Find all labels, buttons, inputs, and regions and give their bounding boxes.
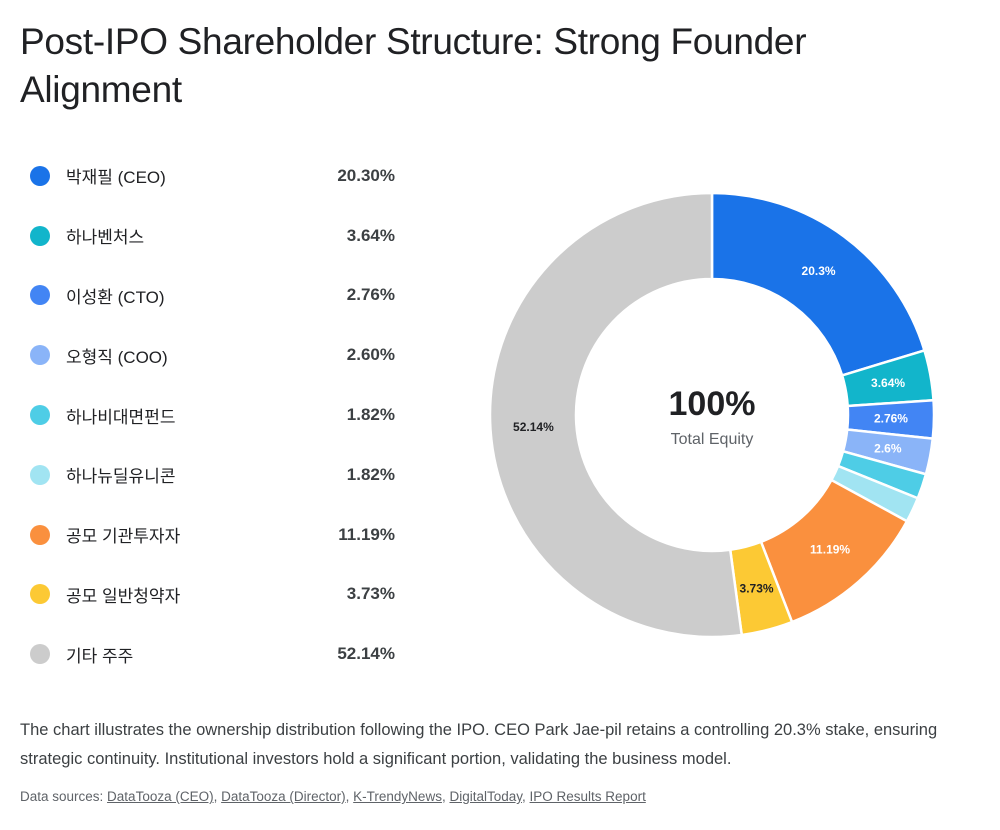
legend-swatch [30, 165, 50, 186]
legend-label: 기타 주주 [66, 646, 134, 666]
chart-title: Post-IPO Shareholder Structure: Strong F… [20, 21, 807, 110]
legend-label: 이성환 (CTO) [66, 287, 165, 307]
legend-item: 박재필 (CEO) 20.30% [30, 146, 395, 206]
center-label: Total Equity [671, 431, 754, 448]
legend-label: 박재필 (CEO) [66, 168, 166, 188]
legend-item: 이성환 (CTO) 2.76% [30, 266, 395, 326]
legend-item: 공모 일반청약자 3.73% [30, 565, 395, 625]
legend-swatch [30, 644, 50, 665]
slice-label: 2.76% [874, 412, 908, 426]
center-value: 100% [669, 385, 756, 423]
legend-item: 공모 기관투자자 11.19% [30, 505, 395, 565]
legend-value: 20.30% [337, 165, 395, 185]
donut-chart-svg: 20.3% 3.64% 2.76% 2.6% 11.19% 3.73% 52.14% 100… [488, 191, 936, 639]
source-link-datatooza-director[interactable]: DataTooza (Director) [221, 789, 346, 804]
legend-label: 공모 일반청약자 [66, 586, 181, 606]
legend: 박재필 (CEO) 20.30% 하나벤처스 3.64% 이성환 (CTO) 2.76% 오… [30, 146, 395, 684]
legend-value: 3.64% [346, 225, 395, 245]
source-link-k-trendynews[interactable]: K-TrendyNews [353, 789, 442, 804]
data-sources: Data sources: DataTooza (CEO), DataTooza… [20, 789, 646, 804]
slice-label: 11.19% [810, 543, 850, 557]
legend-value: 3.73% [346, 584, 395, 604]
source-link-datatooza-ceo[interactable]: DataTooza (CEO) [107, 789, 214, 804]
legend-swatch [30, 524, 50, 545]
slice-label: 3.73% [740, 581, 774, 595]
legend-label: 하나비대면펀드 [66, 407, 176, 427]
legend-label: 하나뉴딜유니콘 [66, 467, 176, 487]
legend-swatch [30, 464, 50, 485]
legend-swatch [30, 285, 50, 306]
legend-value: 2.76% [346, 285, 395, 305]
slice-label: 52.14% [513, 420, 554, 434]
legend-swatch [30, 405, 50, 426]
legend-item: 오형직 (COO) 2.60% [30, 325, 395, 385]
legend-item: 하나벤처스 3.64% [30, 206, 395, 266]
slice-label: 20.3% [802, 264, 836, 278]
legend-swatch [30, 225, 50, 246]
source-link-digitaltoday[interactable]: DigitalToday [449, 789, 523, 804]
legend-value: 1.82% [346, 464, 395, 484]
legend-label: 공모 기관투자자 [66, 527, 181, 547]
legend-item: 하나뉴딜유니콘 1.82% [30, 445, 395, 505]
legend-value: 1.82% [346, 405, 395, 425]
donut-slice[interactable] [488, 191, 744, 639]
legend-value: 2.60% [346, 345, 395, 365]
legend-item: 기타 주주 52.14% [30, 624, 395, 684]
source-link-ipo-results-report[interactable]: IPO Results Report [529, 789, 646, 804]
slice-label: 3.64% [871, 376, 905, 390]
legend-label: 하나벤처스 [66, 228, 145, 248]
legend-item: 하나비대면펀드 1.82% [30, 385, 395, 445]
chart-caption: The chart illustrates the ownership dist… [20, 721, 938, 768]
legend-swatch [30, 345, 50, 366]
slice-label: 2.6% [874, 442, 902, 456]
legend-swatch [30, 584, 50, 605]
legend-value: 11.19% [338, 524, 395, 544]
donut-chart: 20.3% 3.64% 2.76% 2.6% 11.19% 3.73% 52.14% 100… [480, 185, 950, 645]
donut-slice[interactable] [710, 191, 926, 377]
sources-prefix: Data sources: [20, 789, 108, 804]
legend-label: 오형직 (COO) [66, 347, 168, 367]
legend-value: 52.14% [337, 644, 395, 664]
